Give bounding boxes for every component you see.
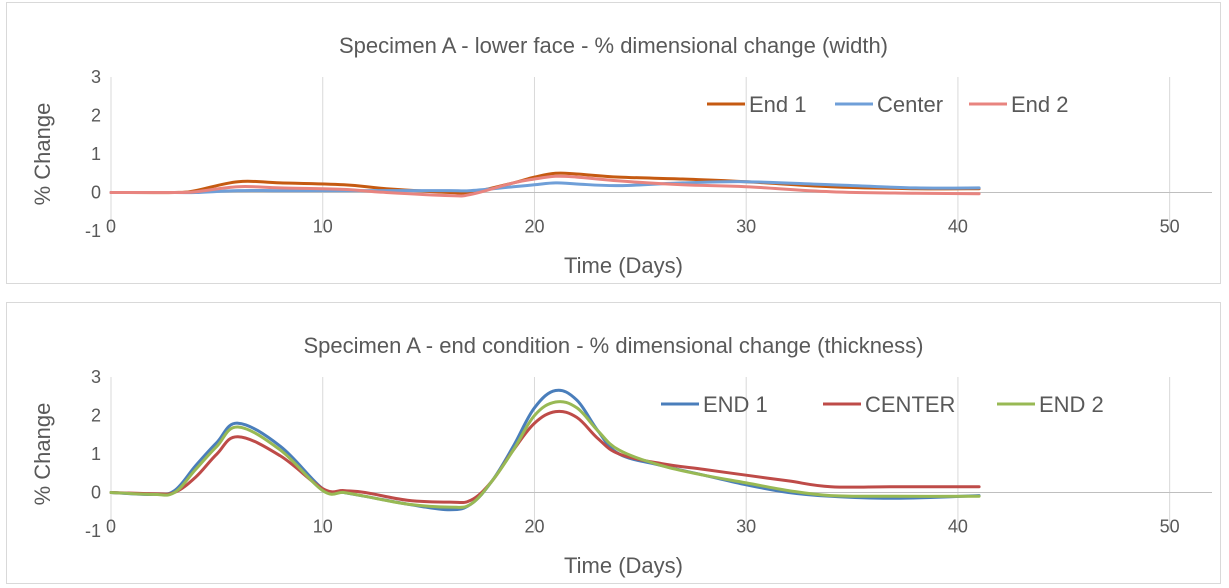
chart-width: Specimen A - lower face - % dimensional …	[30, 33, 1212, 278]
y-tick-label: 2	[91, 406, 101, 426]
legend-label-2: Center	[877, 92, 943, 117]
y-tick-label: 2	[91, 106, 101, 126]
x-tick-label: 20	[524, 217, 544, 237]
chart-thickness: Specimen A - end condition - % dimension…	[30, 333, 1212, 578]
legend-label-2: CENTER	[865, 392, 955, 417]
y-tick-label: 3	[91, 67, 101, 87]
y-tick-label: -1	[85, 221, 101, 241]
x-axis-label: Time (Days)	[564, 553, 683, 578]
y-axis-label: % Change	[30, 103, 55, 206]
x-tick-label: 40	[948, 217, 968, 237]
x-tick-label: 50	[1160, 517, 1180, 537]
x-tick-label: 30	[736, 517, 756, 537]
chart-title: Specimen A - lower face - % dimensional …	[339, 33, 888, 58]
y-tick-label: 0	[91, 183, 101, 203]
chart-panel-thickness: Specimen A - end condition - % dimension…	[6, 302, 1221, 584]
legend-label-3: END 2	[1039, 392, 1104, 417]
x-axis-label: Time (Days)	[564, 253, 683, 278]
x-tick-label: 0	[106, 217, 116, 237]
y-tick-label: 0	[91, 483, 101, 503]
y-axis-label: % Change	[30, 403, 55, 506]
chart-panel-width: Specimen A - lower face - % dimensional …	[6, 2, 1221, 284]
x-tick-label: 0	[106, 517, 116, 537]
x-tick-label: 10	[313, 517, 333, 537]
series-line-3	[109, 400, 981, 509]
y-tick-label: 3	[91, 367, 101, 387]
x-tick-label: 30	[736, 217, 756, 237]
y-tick-label: 1	[91, 444, 101, 464]
x-tick-label: 20	[524, 517, 544, 537]
legend-label-1: END 1	[703, 392, 768, 417]
x-tick-label: 40	[948, 517, 968, 537]
chart-title: Specimen A - end condition - % dimension…	[303, 333, 923, 358]
y-tick-label: 1	[91, 144, 101, 164]
x-tick-label: 10	[313, 217, 333, 237]
legend-label-3: End 2	[1011, 92, 1069, 117]
x-tick-label: 50	[1160, 217, 1180, 237]
series-line-3	[109, 174, 981, 198]
y-tick-label: -1	[85, 521, 101, 541]
legend-label-1: End 1	[749, 92, 807, 117]
series-line-1	[109, 388, 981, 512]
series-line-2	[109, 180, 981, 195]
